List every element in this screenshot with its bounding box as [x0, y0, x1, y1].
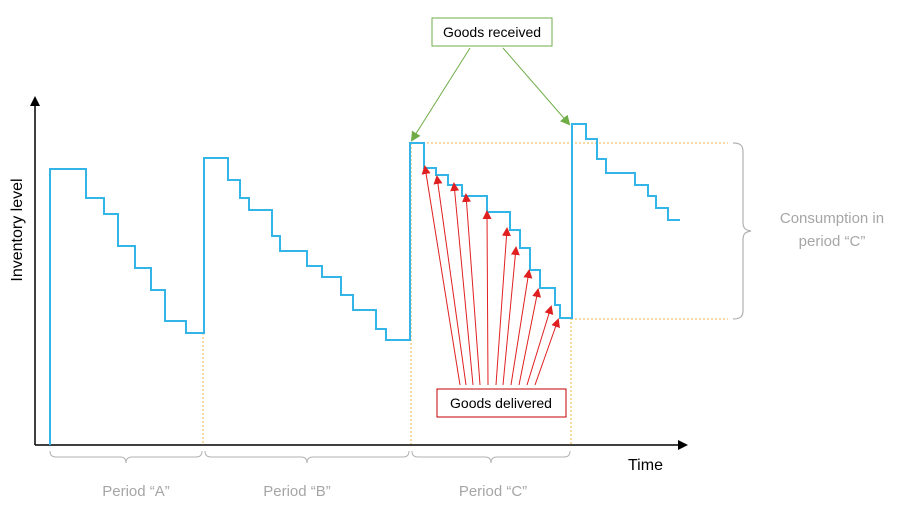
- period-a-bracket: [49, 450, 203, 464]
- delivered-arrow: [433, 175, 467, 386]
- delivered-arrow: [518, 288, 542, 386]
- goods-received-callout: Goods received: [410, 17, 571, 142]
- period-c-label: Period “C”: [459, 483, 527, 500]
- delivered-arrow: [510, 269, 533, 386]
- period-c-bracket: [411, 450, 571, 464]
- delivered-arrow: [502, 246, 520, 386]
- delivered-arrow: [462, 193, 481, 386]
- inventory-level-line: [49, 123, 680, 445]
- delivered-arrow: [450, 182, 474, 386]
- received-arrow-2: [502, 47, 571, 126]
- x-axis-label: Time: [628, 457, 663, 474]
- delivered-arrow: [526, 305, 554, 386]
- delivered-arrow: [495, 227, 511, 386]
- delivered-arrow: [534, 318, 560, 386]
- period-brackets: [49, 450, 571, 464]
- curly-bracket: [732, 142, 752, 320]
- period-b-bracket: [204, 450, 410, 464]
- consumption-label-line1: Consumption in: [780, 210, 884, 227]
- delivered-arrows: [421, 165, 560, 386]
- delivered-arrow: [482, 210, 492, 386]
- goods-delivered-callout: Goods delivered: [421, 165, 567, 418]
- received-arrow-1: [410, 47, 471, 142]
- consumption-bracket: Consumption in period “C”: [732, 142, 884, 320]
- consumption-label-line2: period “C”: [799, 233, 866, 250]
- period-a-label: Period “A”: [102, 483, 170, 500]
- period-b-label: Period “B”: [263, 483, 331, 500]
- y-axis-label: Inventory level: [9, 178, 26, 281]
- axes: [30, 96, 688, 450]
- goods-received-box: [431, 17, 553, 47]
- goods-received-label: Goods received: [443, 24, 541, 40]
- goods-delivered-label: Goods delivered: [450, 395, 552, 411]
- period-dividers: [202, 142, 728, 445]
- delivered-arrow: [421, 165, 461, 386]
- goods-delivered-box: [436, 388, 567, 418]
